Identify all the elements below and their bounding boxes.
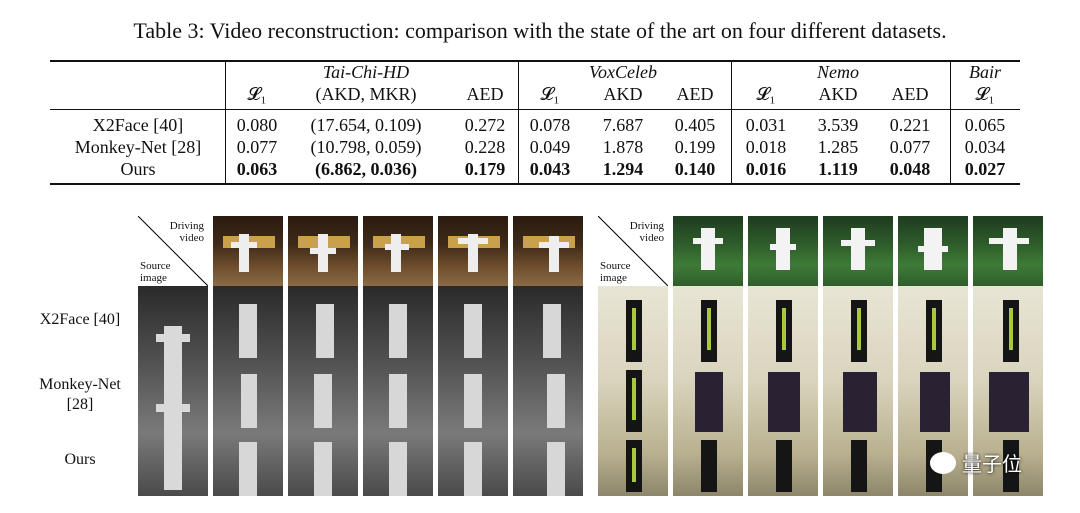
diagonal-divider-icon [598,216,668,286]
source-image [138,286,208,496]
group-header: Nemo [817,62,859,82]
table-cell: 0.077 [889,137,931,157]
subheader: (AKD, MKR) [315,84,417,104]
group-header: Bair [968,62,1002,82]
watermark: 量子位 [930,448,1022,477]
table-caption: Table 3: Video reconstruction: compariso… [133,18,947,43]
result-strip [513,286,583,496]
row-label: X2Face [40] [92,115,184,135]
subheader: 𝓛₁ [247,84,267,104]
driving-video-label: Driving video [169,220,204,244]
table-cell: 0.018 [745,137,787,157]
driving-frame [213,216,283,286]
driving-frame [898,216,968,286]
result-strip [438,286,508,496]
table-cell: 1.285 [817,137,859,157]
result-strip [823,286,893,496]
driving-frame [438,216,508,286]
figure-row-label: Monkey-Net [28] [39,376,121,413]
col-divider [225,60,226,185]
chat-bubble-icon [930,451,956,474]
result-strip [748,286,818,496]
table-cell: 0.199 [674,137,716,157]
result-strip [213,286,283,496]
table-cell: 0.049 [529,137,571,157]
subheader: AED [891,84,929,104]
table-cell: 7.687 [602,115,644,135]
table-cell: 0.221 [889,115,931,135]
table-cell: 1.119 [818,159,858,179]
driving-frame [973,216,1043,286]
table-cell: 3.539 [817,115,859,135]
table-cell: 0.272 [464,115,506,135]
subheader: AED [466,84,504,104]
table-cell: 0.080 [236,115,278,135]
table-cell: 0.179 [464,159,506,179]
table-header-rule [50,109,1020,110]
table-cell: 0.405 [674,115,716,135]
subheader: 𝓛₁ [975,84,995,104]
group-header: VoxCeleb [589,62,657,82]
driving-frame [748,216,818,286]
result-strip [673,286,743,496]
figure-corner-header: Driving video Source image [598,216,668,286]
row-label: Ours [120,159,156,179]
figure-row-label: Ours [64,451,96,468]
table-top-rule [50,60,1020,62]
table-cell: 0.077 [236,137,278,157]
driving-frame [363,216,433,286]
driving-frame [288,216,358,286]
row-label: Monkey-Net [28] [74,137,202,157]
driving-frame [513,216,583,286]
driving-video-label: Driving video [629,220,664,244]
driving-frame [673,216,743,286]
table-cell: 0.034 [964,137,1006,157]
table-cell: 1.878 [602,137,644,157]
table-cell: 0.043 [529,159,571,179]
table-cell: 0.027 [964,159,1006,179]
table-cell: (17.654, 0.109) [310,115,422,135]
figure-corner-header: Driving video Source image [138,216,208,286]
table-bottom-rule [50,183,1020,185]
source-image-label: Source image [600,260,631,284]
result-strip [363,286,433,496]
watermark-text: 量子位 [962,452,1022,476]
result-strip [973,286,1043,496]
subheader: 𝓛₁ [540,84,560,104]
table-cell: 0.078 [529,115,571,135]
table-cell: 0.016 [745,159,787,179]
subheader: 𝓛₁ [756,84,776,104]
table-cell: 0.140 [674,159,716,179]
col-divider [518,60,519,185]
table-cell: 0.228 [464,137,506,157]
driving-frame [823,216,893,286]
table-cell: 1.294 [602,159,644,179]
table-cell: 0.065 [964,115,1006,135]
source-image-label: Source image [140,260,171,284]
col-divider [950,60,951,185]
diagonal-divider-icon [138,216,208,286]
col-divider [731,60,732,185]
subheader: AKD [603,84,643,104]
table-cell: (10.798, 0.059) [310,137,422,157]
figure-row-label: X2Face [40] [39,311,121,328]
table-cell: 0.031 [745,115,787,135]
source-image [598,286,668,496]
subheader: AKD [818,84,858,104]
table-cell: 0.063 [236,159,278,179]
group-header: Tai-Chi-HD [322,62,410,82]
table-cell: 0.048 [889,159,931,179]
subheader: AED [676,84,714,104]
result-strip [288,286,358,496]
table-cell: (6.862, 0.036) [315,159,417,179]
